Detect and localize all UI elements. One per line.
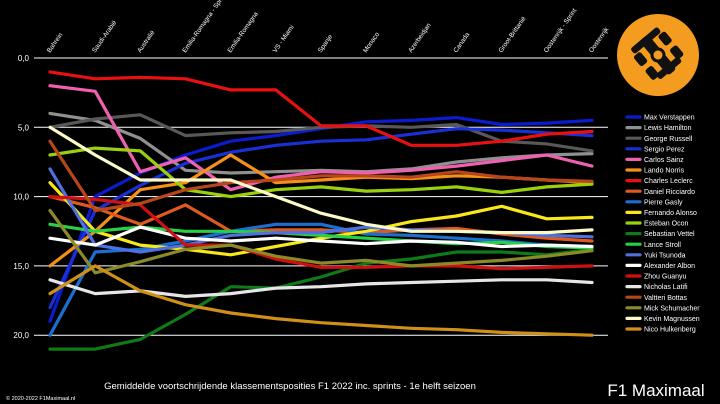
copyright-label: © 2020-2022 F1Maximaal.nl	[6, 395, 75, 402]
logo	[617, 14, 699, 96]
y-tick-label: 0,0	[18, 54, 30, 63]
legend-label: Mick Schumacher	[644, 305, 700, 312]
series-line	[48, 225, 594, 249]
brand-label: F1 Maximaal	[607, 381, 704, 400]
legend-label: Lewis Hamilton	[644, 125, 692, 132]
legend-label: Esteban Ocon	[644, 221, 688, 228]
legend-label: Carlos Sainz	[644, 157, 684, 164]
series-line	[48, 264, 594, 337]
series-line	[48, 70, 594, 147]
series-line	[48, 247, 594, 351]
legend-label: Max Verstappen	[644, 115, 695, 122]
legend-label: Sebastian Vettel	[644, 231, 695, 238]
legend: Max Verstappen Lewis Hamilton George Russe…	[625, 115, 700, 334]
legend-label: Kevin Magnussen	[644, 316, 700, 323]
legend-label: Lance Stroll	[644, 242, 681, 249]
series-line	[48, 181, 594, 257]
legend-label: Zhou Guanyu	[644, 274, 687, 281]
legend-label: Yuki Tsunoda	[644, 252, 686, 259]
legend-label: Sergio Perez	[644, 146, 685, 153]
chart-title: Gemiddelde voortschrijdende klassementsp…	[104, 381, 476, 392]
y-axis-ticks: 0,0 5,0 10,0 15,0 20,0	[13, 54, 29, 340]
series-line	[48, 127, 594, 310]
legend-label: Charles Leclerc	[644, 178, 693, 185]
series-lines	[48, 70, 594, 351]
legend-label: Lando Norris	[644, 168, 685, 175]
y-tick-label: 20,0	[13, 331, 29, 340]
series-line	[48, 146, 594, 199]
legend-label: Daniel Ricciardo	[644, 189, 695, 196]
y-tick-label: 5,0	[18, 123, 30, 132]
series-line	[48, 84, 594, 192]
helmet-car-icon	[631, 27, 684, 80]
y-tick-label: 15,0	[13, 262, 29, 271]
series-line	[48, 208, 594, 275]
legend-label: Nico Hulkenberg	[644, 327, 696, 334]
series-line	[48, 139, 594, 213]
legend-label: Fernando Alonso	[644, 210, 697, 217]
legend-label: George Russell	[644, 136, 693, 143]
legend-label: Alexander Albon	[644, 263, 695, 270]
legend-label: Nicholas Latifi	[644, 284, 688, 291]
y-tick-label: 10,0	[13, 193, 29, 202]
legend-label: Valtteri Bottas	[644, 295, 688, 302]
series-line	[48, 125, 594, 235]
legend-label: Pierre Gasly	[644, 199, 683, 206]
